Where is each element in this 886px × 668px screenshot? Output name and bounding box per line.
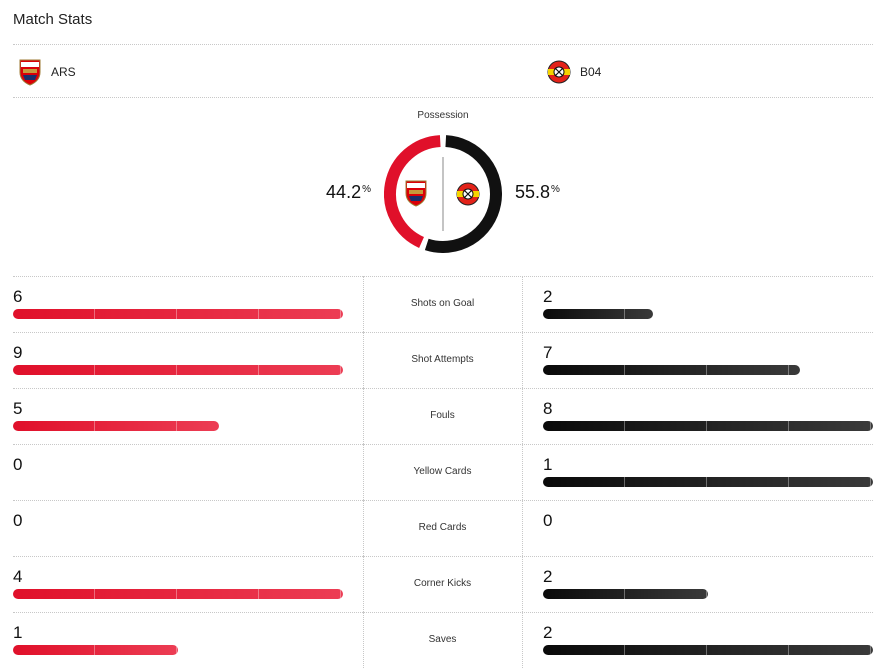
away-stat-bar [543,421,873,431]
away-stat-bar [543,365,800,375]
stat-row: 4 Corner Kicks 2 [13,556,873,612]
stat-label: Yellow Cards [413,466,472,477]
stat-row: 5 Fouls 8 [13,388,873,444]
away-stat-bar [543,309,653,319]
page-title: Match Stats [13,11,93,28]
leverkusen-crest-icon [547,60,571,84]
possession-label: Possession [417,110,469,121]
away-team-abbr: B04 [580,65,602,79]
away-stat-value: 2 [543,287,553,306]
stat-label: Red Cards [418,522,467,533]
away-stat-value: 0 [543,511,553,530]
home-stat-value: 0 [13,455,23,474]
away-stat-value: 1 [543,455,553,474]
stat-row: 9 Shot Attempts 7 [13,332,873,388]
home-stat-value: 6 [13,287,23,306]
away-team[interactable]: B04 [546,58,601,86]
arsenal-crest-icon [405,180,427,207]
stat-label: Corner Kicks [413,578,472,589]
stat-row: 1 Saves 2 [13,612,873,668]
home-stat-value: 4 [13,567,23,586]
divider [13,44,873,45]
arsenal-crest-icon [19,59,41,86]
away-stat-bar [543,645,873,655]
home-stat-bar [13,309,343,319]
away-possession-arc [424,135,502,253]
away-stat-value: 7 [543,343,553,362]
home-possession-value: 44.2% [326,182,371,202]
divider [13,97,873,98]
home-stat-bar [13,589,343,599]
away-possession-value: 55.8% [515,182,560,202]
home-team[interactable]: ARS [17,58,76,86]
home-stat-bar [13,365,343,375]
home-stat-value: 5 [13,399,23,418]
stat-label: Saves [428,634,457,645]
stat-row: 6 Shots on Goal 2 [13,276,873,332]
home-stat-value: 1 [13,623,23,642]
home-team-abbr: ARS [51,65,76,79]
leverkusen-crest-icon [456,182,480,206]
home-stat-bar [13,645,178,655]
away-stat-value: 2 [543,623,553,642]
away-stat-bar [543,589,708,599]
stat-label: Shot Attempts [411,354,474,365]
stat-label: Fouls [430,410,455,421]
home-possession-arc [384,135,441,248]
away-stat-value: 8 [543,399,553,418]
away-stat-bar [543,477,873,487]
home-stat-bar [13,421,220,431]
stat-label: Shots on Goal [410,298,475,309]
stat-row: 0 Red Cards 0 [13,500,873,556]
possession-donut [384,135,502,253]
home-stat-value: 0 [13,511,23,530]
home-stat-value: 9 [13,343,23,362]
away-stat-value: 2 [543,567,553,586]
stat-row: 0 Yellow Cards 1 [13,444,873,500]
